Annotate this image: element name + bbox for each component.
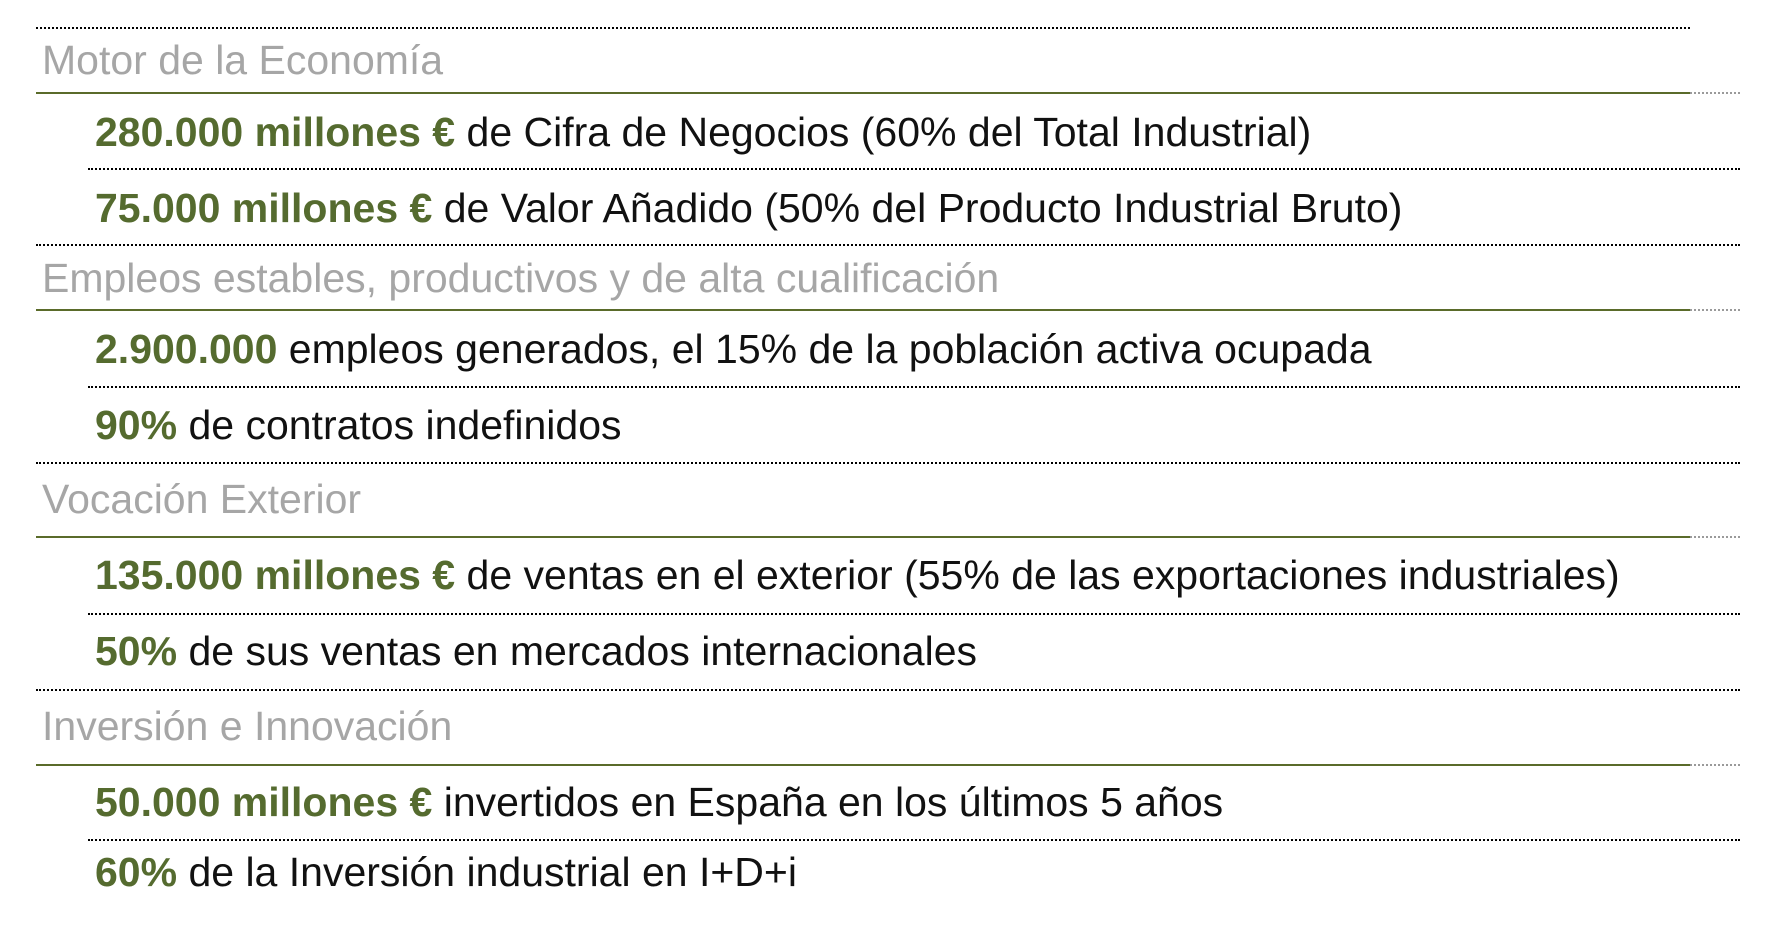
section-underline xyxy=(36,92,1690,94)
list-item: 135.000 millones € de ventas en el exter… xyxy=(95,555,1620,596)
section-heading: Inversión e Innovación xyxy=(42,703,453,749)
divider xyxy=(36,27,1690,29)
divider xyxy=(88,386,1740,388)
list-item: 60% de la Inversión industrial en I+D+i xyxy=(95,852,797,893)
section-heading: Vocación Exterior xyxy=(42,476,362,522)
figure-highlight: 50.000 millones € xyxy=(95,779,433,825)
figure-highlight: 280.000 millones € xyxy=(95,109,456,155)
figure-description: de ventas en el exterior (55% de las exp… xyxy=(455,552,1620,598)
figure-description: de la Inversión industrial en I+D+i xyxy=(177,849,797,895)
divider xyxy=(36,462,1740,464)
figure-description: de sus ventas en mercados internacionale… xyxy=(177,628,978,674)
figure-highlight: 60% xyxy=(95,849,178,895)
section-underline xyxy=(36,536,1690,538)
divider xyxy=(1690,92,1740,94)
divider xyxy=(88,168,1740,170)
divider xyxy=(1690,536,1740,538)
figure-highlight: 50% xyxy=(95,628,178,674)
list-item: 90% de contratos indefinidos xyxy=(95,405,622,446)
figure-description: de contratos indefinidos xyxy=(177,402,622,448)
figure-description: de Valor Añadido (50% del Producto Indus… xyxy=(432,185,1403,231)
section-heading: Empleos estables, productivos y de alta … xyxy=(42,255,1000,301)
figure-description: empleos generados, el 15% de la població… xyxy=(277,326,1372,372)
figure-highlight: 135.000 millones € xyxy=(95,552,456,598)
figure-description: de Cifra de Negocios (60% del Total Indu… xyxy=(455,109,1312,155)
figure-highlight: 90% xyxy=(95,402,178,448)
divider xyxy=(1690,309,1740,311)
list-item: 50.000 millones € invertidos en España e… xyxy=(95,782,1223,823)
list-item: 280.000 millones € de Cifra de Negocios … xyxy=(95,112,1311,153)
figure-description: invertidos en España en los últimos 5 añ… xyxy=(432,779,1224,825)
figure-highlight: 75.000 millones € xyxy=(95,185,433,231)
divider xyxy=(1690,764,1740,766)
list-item: 2.900.000 empleos generados, el 15% de l… xyxy=(95,329,1372,370)
list-item: 75.000 millones € de Valor Añadido (50% … xyxy=(95,188,1402,229)
divider xyxy=(36,689,1740,691)
list-item: 50% de sus ventas en mercados internacio… xyxy=(95,631,977,672)
section-underline xyxy=(36,764,1690,766)
section-underline xyxy=(36,309,1690,311)
figure-highlight: 2.900.000 xyxy=(95,326,278,372)
section-heading: Motor de la Economía xyxy=(42,37,444,83)
divider xyxy=(88,839,1740,841)
divider xyxy=(88,613,1740,615)
divider xyxy=(36,244,1740,246)
